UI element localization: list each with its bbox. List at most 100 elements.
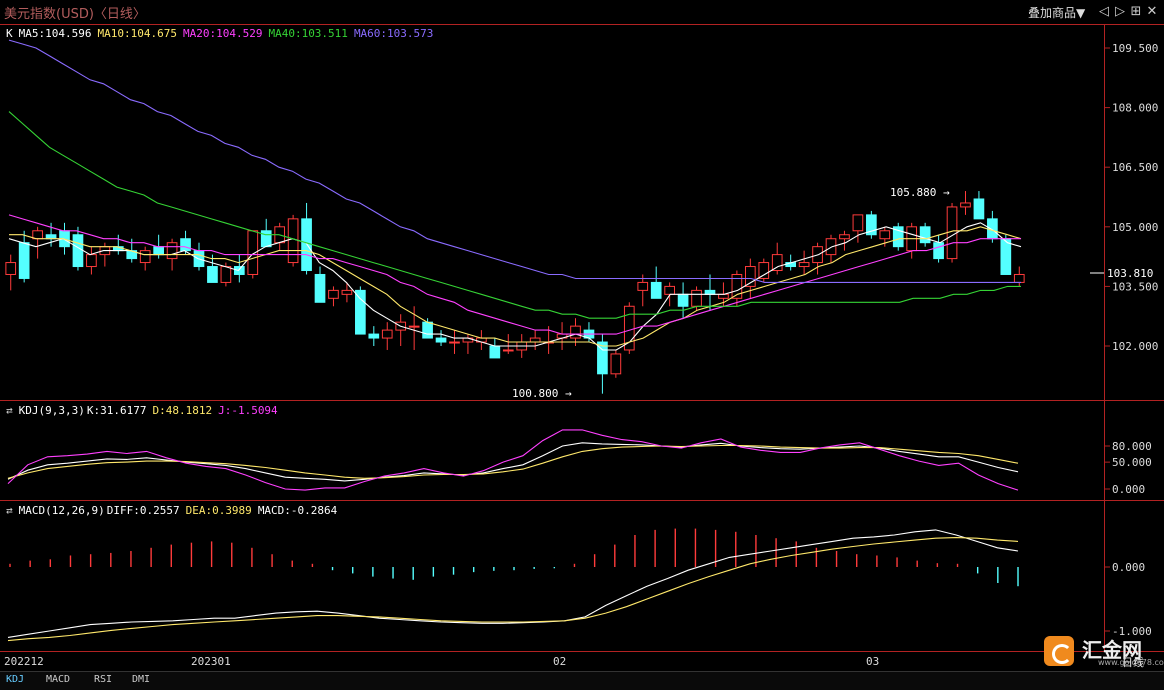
candle-body [139, 250, 151, 264]
candle-body [422, 321, 433, 339]
low-annotation: 100.800 → [512, 387, 572, 400]
candle-body [892, 226, 904, 248]
ma-line-ma40 [8, 111, 1021, 319]
candle-body [852, 214, 864, 232]
x-label-02: 02 [553, 655, 566, 668]
legend-ma5: MA5:104.596 [18, 27, 92, 40]
close-icon[interactable]: ✕ [1146, 4, 1158, 19]
candle-body [381, 329, 393, 339]
candle-body [839, 234, 850, 240]
candle-body [570, 325, 581, 339]
candle-body [72, 234, 84, 268]
overlay-product-dropdown[interactable]: 叠加商品▼ [1028, 6, 1086, 20]
chart-canvas[interactable]: 109.500 108.000 106.500 105.000 103.500 102.0… [0, 0, 1164, 671]
candle-body [449, 341, 460, 344]
candle-body [32, 230, 43, 240]
current-price-label: 103.810 [1107, 267, 1153, 280]
candle-body [408, 325, 420, 328]
panel-borders [0, 24, 1164, 652]
legend-kdj-title: KDJ(9,3,3) [18, 404, 85, 417]
candle-body [1000, 238, 1012, 275]
candle-body [637, 281, 649, 291]
candle-body [5, 262, 17, 275]
kdj-lines [7, 429, 1019, 491]
tab-kdj[interactable]: KDJ [6, 674, 25, 685]
macd-lines [7, 529, 1019, 642]
legend-prefix: K [6, 27, 13, 40]
tab-dmi[interactable]: DMI [132, 674, 151, 685]
candle-body [866, 214, 877, 236]
ma-legend: K MA5:104.596 MA10:104.675 MA20:104.529 MA40… [6, 27, 439, 40]
gold678-logo: 汇金网 www.gold678.com [1040, 632, 1164, 668]
ma-line-ma10 [9, 226, 1022, 347]
candle-body [328, 289, 339, 299]
kdj-line-d [7, 444, 1019, 479]
legend-macd-dea: DEA:0.3989 [185, 504, 252, 517]
indicator-tab-bar: KDJ MACD RSI DMI [0, 671, 1164, 690]
price-tick-label: 109.500 [1112, 42, 1158, 55]
ma-line-ma20 [8, 214, 1021, 335]
legend-ma10: MA10:104.675 [97, 27, 177, 40]
chart-title: 美元指数(USD)〈日线〉 [4, 7, 146, 22]
price-tick-label: 102.000 [1112, 340, 1158, 353]
tab-rsi[interactable]: RSI [94, 674, 113, 685]
ma-line-ma5 [8, 222, 1022, 351]
macd-tick-label: 0.000 [1112, 561, 1145, 574]
candle-body [691, 289, 702, 307]
candle-body [180, 238, 191, 252]
candle-body [664, 285, 675, 295]
legend-ma60: MA60:103.573 [353, 27, 434, 40]
tab-macd[interactable]: MACD [46, 674, 71, 685]
candle-body [86, 254, 97, 268]
legend-macd-title: MACD(12,26,9) [18, 504, 105, 517]
legend-kdj-d: D:48.1812 [152, 404, 213, 417]
macd-tick-label: -1.000 [1112, 625, 1152, 638]
candle-body [623, 305, 635, 351]
candle-body [18, 242, 30, 279]
period-label: 日线 [1122, 656, 1144, 669]
candle-body [166, 242, 178, 260]
candlestick-series [5, 191, 1025, 394]
candle-body [650, 281, 662, 299]
candle-body [314, 273, 326, 303]
candle-body [919, 226, 931, 244]
ma-line-ma60 [8, 39, 1021, 283]
swap-icon[interactable]: ⇄ [6, 504, 13, 517]
candle-body [973, 198, 985, 220]
candle-body [341, 289, 353, 295]
value-axis: 109.500 108.000 106.500 105.000 103.500 102.0… [1104, 42, 1158, 638]
candle-body [718, 293, 729, 299]
next-arrow-icon[interactable]: ▷ [1115, 4, 1125, 19]
price-tick-label: 106.500 [1112, 161, 1158, 174]
candle-body [933, 242, 944, 260]
prev-arrow-icon[interactable]: ◁ [1099, 4, 1109, 19]
x-label-202212: 202212 [4, 655, 44, 668]
candle-body [677, 293, 689, 307]
candle-body [960, 202, 971, 208]
candle-body [825, 238, 837, 256]
x-label-202301: 202301 [191, 655, 231, 668]
kdj-legend: ⇄ KDJ(9,3,3) K:31.6177 D:48.1812 J:-1.5094 [6, 404, 284, 417]
candle-body [233, 266, 245, 275]
candle-body [502, 349, 514, 352]
legend-ma40: MA40:103.511 [268, 27, 348, 40]
title-bar: 美元指数(USD)〈日线〉 叠加商品▼ ◁ ▷ ⊞ ✕ [0, 0, 1164, 24]
macd-line-diff [7, 529, 1019, 638]
swap-icon[interactable]: ⇄ [6, 404, 13, 417]
kdj-tick-label: 50.000 [1112, 456, 1152, 469]
candle-body [207, 266, 218, 283]
candle-body [1013, 273, 1025, 283]
kdj-tick-label: 0.000 [1112, 483, 1145, 496]
candle-body [610, 353, 622, 375]
legend-kdj-k: K:31.6177 [86, 404, 147, 417]
candle-body [301, 218, 312, 272]
candle-body [529, 337, 541, 343]
legend-kdj-j: J:-1.5094 [218, 404, 278, 417]
candle-body [368, 333, 380, 339]
window-icon[interactable]: ⊞ [1130, 4, 1142, 19]
macd-legend: ⇄ MACD(12,26,9) DIFF:0.2557 DEA:0.3989 MACD:… [6, 504, 343, 517]
candle-body [260, 230, 272, 248]
candle-body [771, 254, 783, 272]
candle-body [879, 230, 891, 240]
moving-average-lines [8, 39, 1022, 351]
